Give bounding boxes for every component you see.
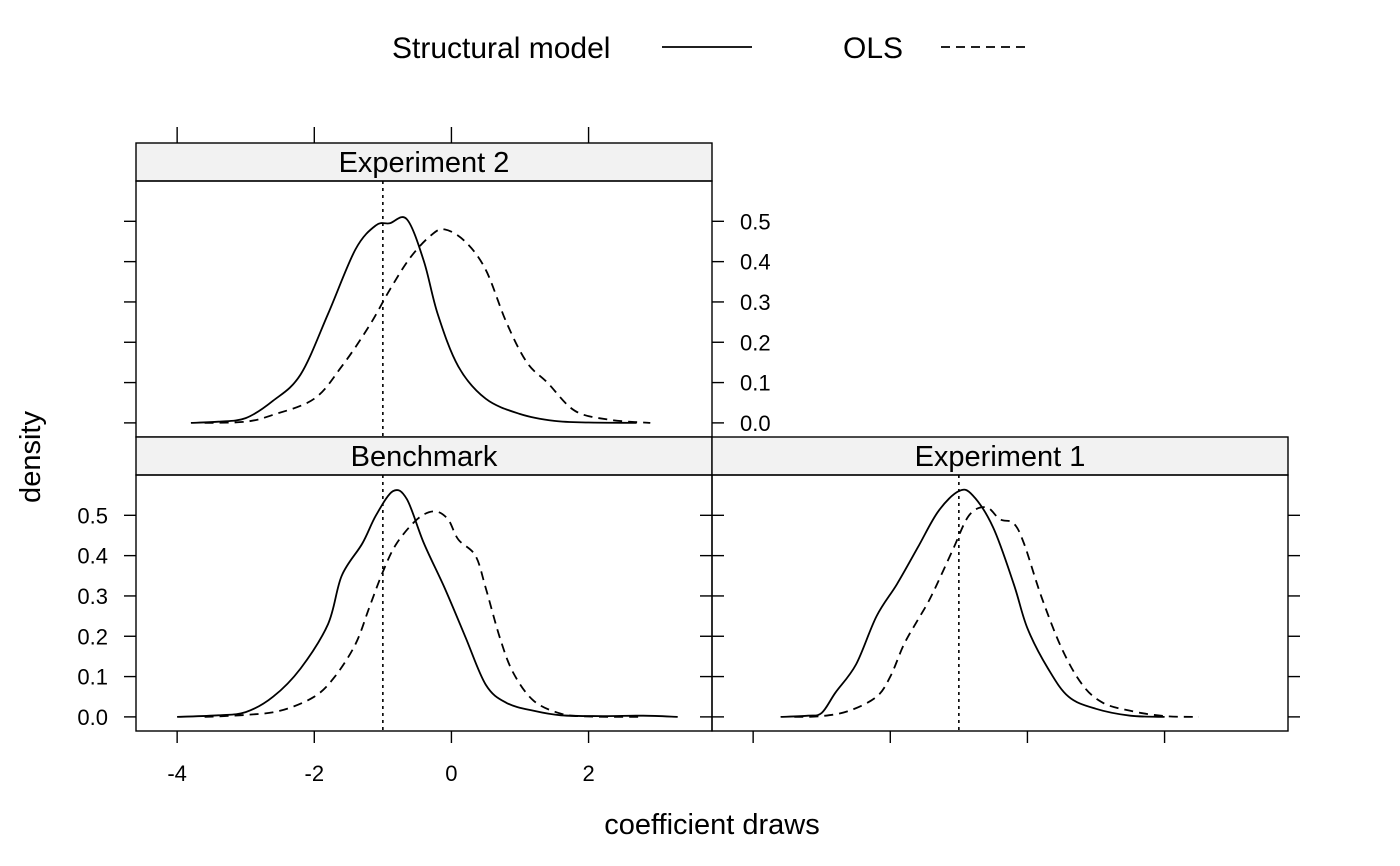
y-tick-label: 0.3 [77,584,108,609]
panel-experiment-1: Experiment 1 [700,436,1300,743]
y-tick-label: 0.0 [740,411,771,436]
x-tick-label: -4 [167,761,187,786]
panel-frame [135,180,713,438]
y-tick-label: 0.4 [740,250,771,275]
strip [135,436,713,476]
strip-label: Experiment 2 [339,147,510,179]
x-tick-label: 2 [582,761,594,786]
y-tick-label: 0.5 [77,503,108,528]
density-curve-solid [190,216,637,424]
x-axis-title: coefficient draws [604,809,819,841]
density-curve-solid [780,488,1165,718]
strip-label: Benchmark [351,441,498,473]
strip [711,436,1289,476]
panel-experiment-2: Experiment 2 0.0 0.1 0.2 0.3 0.4 0.5 [124,127,771,438]
strip-label: Experiment 1 [915,441,1086,473]
density-curve-dashed [794,506,1199,718]
y-tick-label: 0.2 [740,330,771,355]
x-tick-label: 0 [445,761,457,786]
density-curve-solid [177,489,678,718]
panel-frame [135,474,713,732]
y-tick-label: 0.2 [77,624,108,649]
y-tick-label: 0.5 [740,209,771,234]
density-curve-dashed [204,510,644,718]
y-axis-title: density [15,411,47,503]
y-tick-label: 0.1 [77,665,108,690]
panel-benchmark: Benchmark -4 -2 0 2 0.0 0.1 0.2 0.3 0.4 0.5 [77,436,724,786]
legend: Structural model OLS [392,32,1031,65]
legend-label: OLS [843,32,903,65]
y-tick-label: 0.4 [77,544,108,569]
legend-label: Structural model [392,32,610,65]
panel-frame [711,474,1289,732]
y-tick-label: 0.1 [740,371,771,396]
strip [135,142,713,182]
y-tick-label: 0.0 [77,705,108,730]
x-tick-label: -2 [305,761,325,786]
y-tick-label: 0.3 [740,290,771,315]
density-curve-dashed [204,228,651,424]
